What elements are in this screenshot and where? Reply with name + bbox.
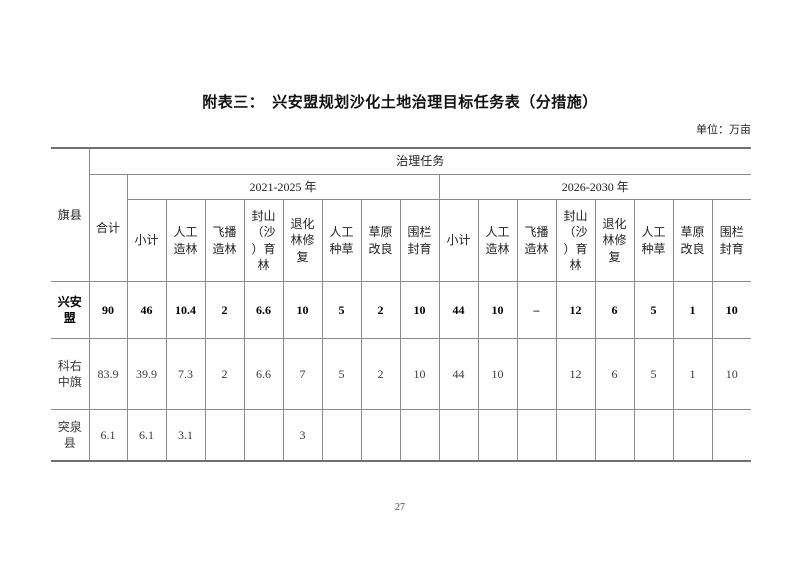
data-cell: 7 [282, 338, 323, 410]
data-cell: 10 [399, 281, 440, 339]
data-cell: 10 [282, 281, 323, 339]
data-cell: 1 [672, 338, 713, 410]
measure-header-p1-grass-planting: 人工种草 [321, 199, 362, 282]
table-row-keyouzhongqi: 科右中旗 83.9 39.9 7.3 2 6.6 7 5 2 10 44 10 … [50, 338, 752, 410]
data-cell: 90 [88, 281, 128, 339]
data-cell [633, 409, 674, 462]
data-cell [321, 409, 362, 462]
data-cell: 5 [633, 338, 674, 410]
data-cell: 12 [555, 281, 596, 339]
measure-header-p1-grassland-improve: 草原改良 [360, 199, 401, 282]
data-cell [477, 409, 518, 462]
treatment-task-table: 旗县 治理任务 合计 2021-2025 年 2026-2030 年 小计 人工… [50, 147, 752, 462]
data-cell: 5 [633, 281, 674, 339]
data-cell [594, 409, 635, 462]
data-cell: 6.6 [243, 338, 284, 410]
data-cell: 2 [204, 281, 245, 339]
data-cell: 83.9 [88, 338, 128, 410]
table-row-xinganmeng: 兴安盟 90 46 10.4 2 6.6 10 5 2 10 44 10 – 1… [50, 281, 752, 339]
measure-header-p2-fencing: 围栏封育 [711, 199, 752, 282]
data-cell: 6.6 [243, 281, 284, 339]
measure-header-p2-subtotal: 小计 [438, 199, 479, 282]
data-cell [711, 409, 752, 462]
data-cell: 6.1 [126, 409, 167, 462]
measure-header-p1-afforestation: 人工造林 [165, 199, 206, 282]
row-label: 科右中旗 [50, 338, 90, 410]
data-cell [555, 409, 596, 462]
corner-header-cell: 旗县 [50, 147, 90, 282]
data-cell [516, 338, 557, 410]
measure-header-p2-grassland-improve: 草原改良 [672, 199, 713, 282]
data-cell: 3 [282, 409, 323, 462]
measure-header-p1-subtotal: 小计 [126, 199, 167, 282]
page-number: 27 [395, 502, 405, 513]
measure-header-p1-degraded-forest: 退化林修复 [282, 199, 323, 282]
measure-header-p1-aerial-seeding: 飞播造林 [204, 199, 245, 282]
data-cell [438, 409, 479, 462]
data-cell: 39.9 [126, 338, 167, 410]
data-cell: 10 [477, 281, 518, 339]
period-header-2021-2025: 2021-2025 年 [126, 174, 440, 200]
measure-header-p2-degraded-forest: 退化林修复 [594, 199, 635, 282]
data-cell: 44 [438, 281, 479, 339]
data-cell [243, 409, 284, 462]
data-cell [672, 409, 713, 462]
measure-header-p2-afforestation: 人工造林 [477, 199, 518, 282]
period-header-2026-2030: 2026-2030 年 [438, 174, 752, 200]
data-cell: 2 [204, 338, 245, 410]
measure-header-p2-closure: 封山（沙）育林 [555, 199, 596, 282]
data-cell: 3.1 [165, 409, 206, 462]
data-cell: 5 [321, 338, 362, 410]
data-cell: 2 [360, 281, 401, 339]
measure-header-p2-aerial-seeding: 飞播造林 [516, 199, 557, 282]
data-cell: 2 [360, 338, 401, 410]
data-cell: 12 [555, 338, 596, 410]
page-title: 附表三： 兴安盟规划沙化土地治理目标任务表（分措施） [202, 95, 598, 111]
top-header-cell: 治理任务 [88, 147, 752, 175]
measure-header-p1-closure: 封山（沙）育林 [243, 199, 284, 282]
data-cell [399, 409, 440, 462]
measure-header-p1-fencing: 围栏封育 [399, 199, 440, 282]
row-label: 兴安盟 [50, 281, 90, 339]
data-cell: 5 [321, 281, 362, 339]
data-cell: 6.1 [88, 409, 128, 462]
measure-header-p2-grass-planting: 人工种草 [633, 199, 674, 282]
data-cell [516, 409, 557, 462]
data-cell: 6 [594, 338, 635, 410]
data-cell: 10 [399, 338, 440, 410]
data-cell [360, 409, 401, 462]
data-cell: 10 [477, 338, 518, 410]
data-cell: 10 [711, 338, 752, 410]
row-label: 突泉县 [50, 409, 90, 462]
table-row-tuquanxian: 突泉县 6.1 6.1 3.1 3 [50, 409, 752, 462]
data-cell: 7.3 [165, 338, 206, 410]
data-cell: 10.4 [165, 281, 206, 339]
data-cell: 44 [438, 338, 479, 410]
data-cell: 10 [711, 281, 752, 339]
data-cell: – [516, 281, 557, 339]
data-cell: 1 [672, 281, 713, 339]
data-cell: 6 [594, 281, 635, 339]
data-cell [204, 409, 245, 462]
total-header-cell: 合计 [88, 174, 128, 282]
data-cell: 46 [126, 281, 167, 339]
unit-note: 单位：万亩 [696, 124, 751, 136]
